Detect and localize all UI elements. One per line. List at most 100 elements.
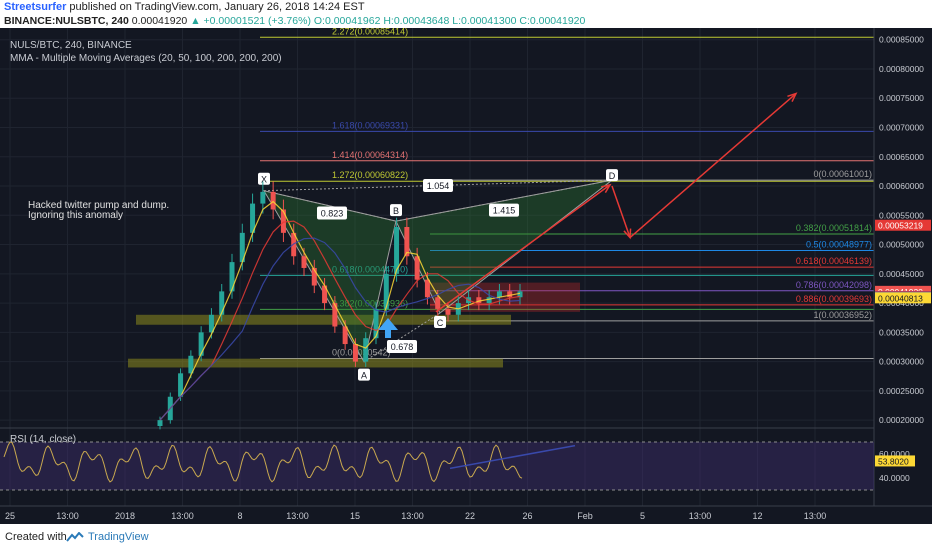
price-tag (875, 292, 931, 304)
pattern-point-b: B (393, 206, 399, 216)
ratio-box (317, 206, 347, 220)
rsi-label[interactable]: RSI (14, close) (10, 434, 77, 445)
time-tick-label: 13:00 (689, 511, 712, 521)
candle-body (373, 308, 379, 339)
candle-body (342, 326, 348, 345)
ratio-label: 1.054 (427, 181, 450, 191)
time-axis-bg (0, 506, 932, 524)
candle-body (198, 332, 204, 356)
rsi-trendline (449, 444, 576, 470)
rsi-band (0, 442, 874, 490)
pattern-point-box (606, 169, 618, 182)
price-tick-label: 0.00070000 (879, 123, 924, 133)
price-axis: 0.00085000 0.00080000 0.00075000 0.00070000… (873, 28, 932, 506)
chart-area[interactable]: 2.272(0.00085414) 1.618(0.00069331) 1.414(… (0, 26, 932, 524)
fib-level-label: 1.618(0.00069331) (332, 120, 408, 130)
candle-body (445, 308, 451, 315)
pattern-point-box (258, 172, 270, 185)
fib-level-label: 2.272(0.00085414) (332, 28, 408, 36)
fib-levels: 2.272(0.00085414) 1.618(0.00069331) 1.414(… (260, 26, 874, 359)
pattern-point-x: X (261, 175, 267, 185)
candle-body (250, 203, 256, 233)
candle-body (270, 191, 276, 210)
time-tick-label: 5 (640, 511, 645, 521)
rsi-tick-label: 40.0000 (879, 473, 910, 483)
annotation-note-1: Hacked twitter pump and dump. (28, 200, 170, 211)
indicator-legend[interactable]: MMA - Multiple Moving Averages (20, 50, … (10, 53, 282, 64)
price-tag-label: 0.00040813 (878, 293, 923, 303)
ratio-label: 0.678 (391, 342, 414, 352)
candle-body (260, 191, 266, 204)
price-tag-label: 0.00053219 (878, 221, 923, 231)
harmonic-pattern: X A B C D 0.823 1.054 1.415 0.678 (258, 169, 618, 381)
time-tick-label: 13:00 (804, 511, 827, 521)
time-tick-label: 13:00 (286, 511, 309, 521)
ratio-box (489, 203, 519, 217)
fib-level-label: 0(0.00030542) (332, 347, 391, 357)
pattern-point-a: A (361, 371, 367, 381)
candle-body (476, 297, 482, 304)
last-price: 0.00041920 (131, 15, 188, 27)
publish-line: Streetsurfer published on TradingView.co… (4, 1, 365, 13)
ratio-line-xb (263, 190, 397, 222)
time-tick-label: 2018 (115, 511, 135, 521)
retracement-level-label: 0.618(0.00046139) (796, 256, 872, 266)
price-tick-label: 0.00035000 (879, 327, 924, 337)
candle-body (219, 291, 225, 315)
time-tick-label: 22 (465, 511, 475, 521)
candle-body (507, 291, 513, 298)
tradingview-brand[interactable]: TradingView (88, 531, 149, 543)
ratio-line-bd (395, 179, 613, 222)
candle-body (404, 227, 410, 257)
support-zone-upper (136, 314, 511, 325)
annotation-note-2: Ignoring this anomaly (28, 210, 124, 221)
price-tick-label: 0.00075000 (879, 93, 924, 103)
price-tag (875, 219, 931, 231)
ohlc-values: O:0.00041962 H:0.00043648 L:0.00041300 C… (313, 15, 586, 27)
fib-level-label: 1.272(0.00060822) (332, 170, 408, 180)
candle-body (383, 273, 389, 309)
candle-body (435, 297, 441, 309)
price-tick-label: 0.00030000 (879, 357, 924, 367)
price-tick-label: 0.00055000 (879, 210, 924, 220)
price-tick-label: 0.00020000 (879, 415, 924, 425)
symbol-name: BINANCE:NULSBTC, 240 (4, 15, 129, 27)
author-link[interactable]: Streetsurfer (4, 1, 67, 13)
candle-body (229, 262, 235, 292)
retracement-level-label: 0.786(0.00042098) (796, 280, 872, 290)
created-with-text: Created with (5, 531, 67, 543)
ratio-box (387, 339, 417, 353)
time-tick-label: 13:00 (56, 511, 79, 521)
price-tick-label: 0.00050000 (879, 240, 924, 250)
retracement-level-label: 0.5(0.00048977) (806, 240, 872, 250)
retracement-level-label: 0.382(0.00051814) (796, 223, 872, 233)
fib-level-label: 0.618(0.00044740) (332, 264, 408, 274)
footer: Created with TradingView (0, 524, 932, 550)
symbol-line: BINANCE:NULSBTC, 240 0.00041920 ▲ +0.000… (4, 15, 585, 27)
pane-title: NULS/BTC, 240, BINANCE (10, 40, 132, 51)
price-tick-label: 0.00045000 (879, 269, 924, 279)
time-tick-label: 26 (522, 511, 532, 521)
candle-body (486, 297, 492, 304)
retracement-level-label: 0.886(0.00039693) (796, 294, 872, 304)
fib-level-label: 0.382(0.00038936) (332, 298, 408, 308)
moving-average-line (159, 200, 521, 421)
support-zone-lower (128, 358, 503, 368)
candle-body (239, 232, 245, 263)
candle-body (394, 227, 400, 274)
arrow-head-icon (623, 228, 632, 240)
chart-svg[interactable]: 2.272(0.00085414) 1.618(0.00069331) 1.414(… (0, 26, 932, 524)
candle-body (424, 279, 430, 298)
candle-body (322, 285, 328, 304)
price-tick-label: 0.00025000 (879, 386, 924, 396)
ratio-label: 1.415 (493, 206, 516, 216)
price-tick-label: 0.00085000 (879, 35, 924, 45)
time-tick-label: 13:00 (401, 511, 424, 521)
price-tick-label: 0.00065000 (879, 152, 924, 162)
rsi-tick-label: 60.0000 (879, 449, 910, 459)
up-arrow-icon: ▲ (190, 15, 201, 27)
support-zones (128, 282, 580, 368)
candle-body (311, 267, 317, 286)
rsi-value-label: 53.8020 (878, 456, 909, 466)
moving-average-line (159, 237, 521, 421)
